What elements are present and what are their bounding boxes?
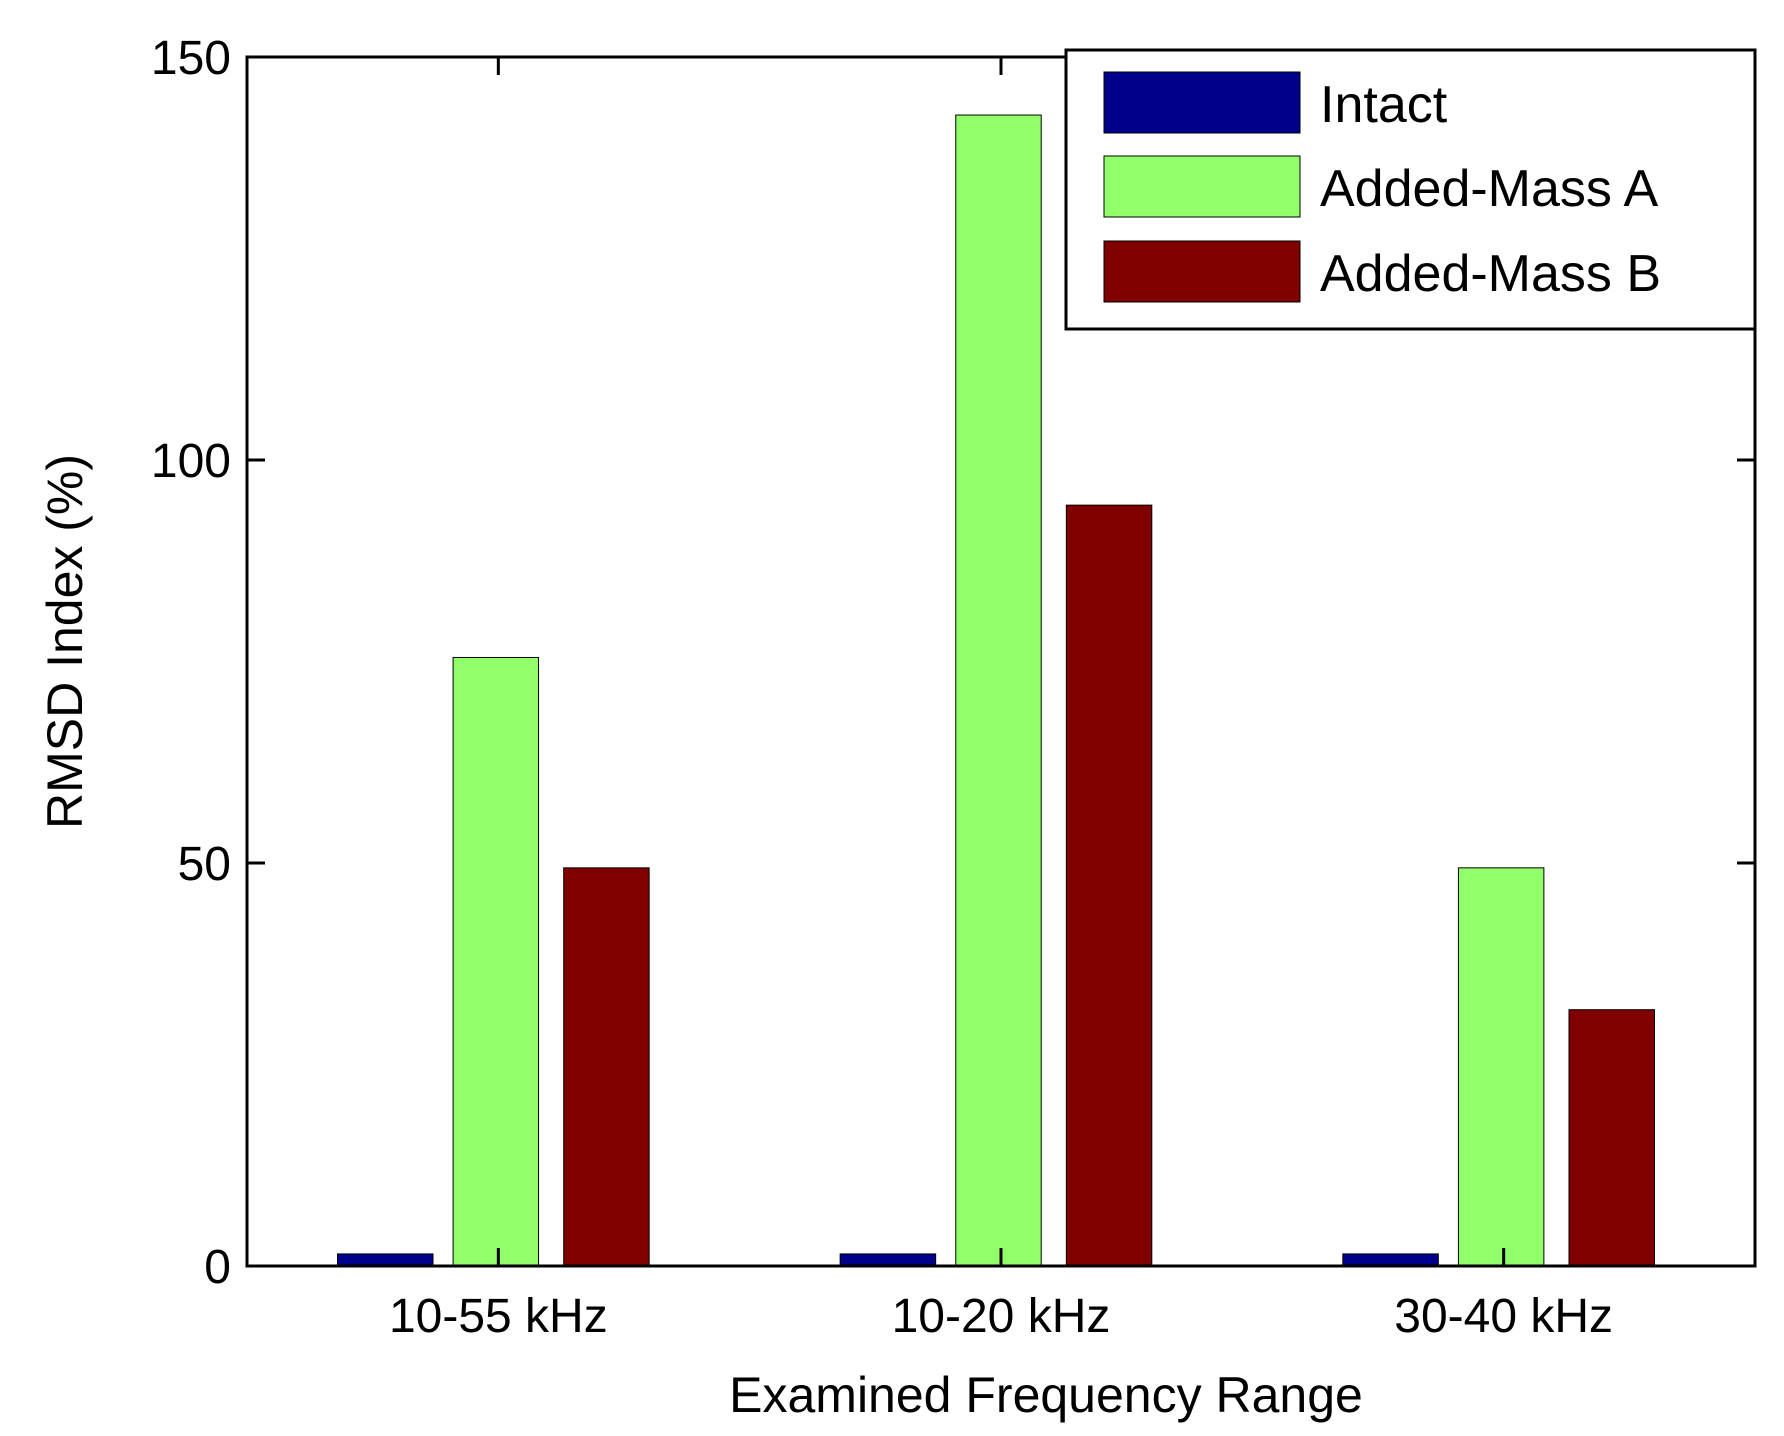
bar-added-mass-b-2	[1568, 1009, 1655, 1267]
legend-label-intact: Intact	[1320, 76, 1448, 134]
bar-added-mass-a-1	[955, 114, 1042, 1267]
y-tick-label: 100	[151, 435, 231, 488]
bar-added-mass-a-2	[1457, 867, 1545, 1267]
legend-label-added-mass-a: Added-Mass A	[1320, 160, 1658, 218]
bar-intact-0	[336, 1253, 434, 1267]
legend-swatch-intact	[1103, 71, 1301, 134]
legend-label-added-mass-b: Added-Mass B	[1320, 245, 1661, 303]
bar-intact-1	[839, 1253, 937, 1267]
x-tick-label: 10-20 kHz	[892, 1290, 1111, 1343]
x-axis-label: Examined Frequency Range	[729, 1367, 1363, 1423]
labels-layer: Examined Frequency Range RMSD Index (%)	[37, 454, 1363, 1423]
bar-added-mass-b-0	[563, 867, 650, 1267]
y-axis-label: RMSD Index (%)	[37, 454, 93, 829]
y-tick-label: 150	[151, 32, 231, 85]
legend: Intact Added-Mass A Added-Mass B	[1064, 48, 1757, 331]
x-tick-label: 30-40 kHz	[1394, 1290, 1613, 1343]
legend-swatch-added-mass-b	[1103, 240, 1301, 303]
plot-frame	[245, 55, 1757, 1268]
bar-added-mass-b-1	[1065, 504, 1153, 1267]
y-tick-label: 50	[178, 838, 231, 891]
y-tick-label: 0	[204, 1241, 231, 1294]
bar-intact-2	[1342, 1253, 1439, 1267]
x-tick-label: 10-55 kHz	[389, 1290, 608, 1343]
legend-swatch-added-mass-a	[1103, 155, 1301, 218]
bars-layer	[336, 114, 1655, 1267]
bar-added-mass-a-0	[452, 656, 540, 1267]
ticks-layer: 0 50 100 150 10-55 kHz 10-20 kHz 30-40 kHz	[151, 32, 1755, 1343]
